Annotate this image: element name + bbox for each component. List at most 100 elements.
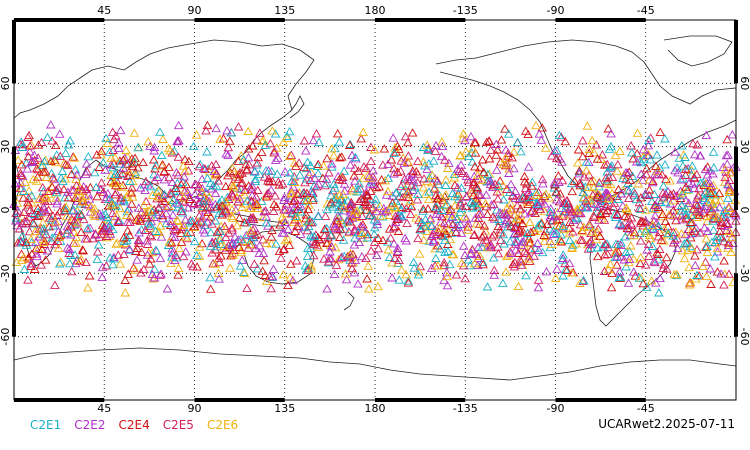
observation-marker [135, 183, 146, 192]
observation-marker [49, 218, 59, 227]
observation-marker [50, 140, 61, 150]
observation-marker [516, 146, 526, 156]
observation-marker [510, 257, 520, 267]
observation-marker [643, 239, 654, 248]
observation-marker [612, 209, 622, 219]
observation-marker [261, 218, 272, 227]
observation-marker [355, 221, 366, 230]
observation-marker [73, 186, 83, 195]
observation-marker [293, 189, 303, 199]
legend-item: C2E1 [30, 418, 62, 432]
observation-marker [50, 280, 60, 289]
observation-marker [113, 216, 123, 225]
observation-marker [605, 259, 616, 269]
observation-marker [432, 176, 443, 185]
observation-marker [299, 136, 310, 145]
observation-marker [135, 216, 146, 225]
observation-marker [205, 241, 216, 250]
observation-marker [221, 206, 231, 216]
observation-marker [594, 177, 605, 186]
observation-marker [234, 213, 245, 222]
observation-marker [720, 172, 730, 182]
observation-marker [345, 140, 355, 149]
observation-marker [71, 258, 81, 268]
observation-marker [475, 190, 486, 199]
observation-marker [166, 258, 176, 268]
observation-marker [677, 206, 687, 215]
observation-marker [326, 190, 336, 200]
observation-marker [36, 260, 46, 269]
observation-marker [551, 153, 562, 163]
observation-marker [632, 128, 643, 137]
observation-marker [482, 209, 493, 219]
observation-marker [61, 205, 71, 214]
observation-marker [686, 165, 697, 174]
observation-marker [253, 229, 263, 238]
observation-marker [627, 220, 637, 229]
observation-marker [617, 221, 628, 230]
observation-marker [70, 250, 80, 259]
observation-marker [430, 243, 440, 253]
observation-marker [669, 269, 680, 279]
observation-marker [503, 129, 514, 138]
observation-marker [553, 171, 564, 180]
observation-marker [242, 196, 253, 205]
observation-marker [575, 180, 585, 190]
observation-marker [302, 188, 312, 197]
observation-marker [424, 187, 434, 196]
observation-marker [17, 255, 27, 265]
observation-marker [452, 182, 463, 192]
observation-marker [142, 213, 152, 222]
observation-marker [488, 253, 499, 262]
observation-marker [307, 232, 317, 241]
observation-marker [509, 163, 519, 173]
observation-marker [505, 198, 516, 208]
observation-marker [40, 255, 51, 264]
observation-marker [17, 139, 27, 149]
observation-marker [65, 135, 75, 145]
observation-marker [95, 211, 106, 221]
lat-tick-left: -30 [0, 264, 12, 282]
observation-marker [621, 247, 631, 256]
observation-marker [239, 268, 250, 277]
observation-marker [42, 246, 53, 255]
observation-marker [305, 175, 316, 184]
observation-marker [493, 194, 503, 203]
observation-marker [455, 200, 466, 209]
observation-marker [684, 178, 694, 188]
observation-marker [415, 261, 426, 271]
observation-marker [329, 179, 339, 188]
observation-marker [564, 235, 575, 244]
observation-marker [529, 251, 539, 260]
legend-item: C2E5 [162, 418, 194, 432]
observation-marker [244, 203, 255, 212]
observation-marker [219, 221, 230, 230]
observation-marker [425, 213, 436, 223]
observation-marker [318, 161, 329, 170]
observation-marker [227, 225, 237, 234]
observation-marker [308, 195, 318, 204]
observation-marker [606, 128, 616, 138]
observation-marker [461, 171, 472, 180]
observation-marker [429, 184, 440, 193]
observation-marker [44, 221, 54, 231]
observation-marker [547, 239, 557, 249]
observation-marker [270, 129, 281, 138]
lon-tick-top: -45 [637, 4, 655, 17]
observation-marker [632, 157, 642, 166]
observation-marker [93, 240, 104, 249]
observation-marker [180, 154, 190, 164]
observation-marker [320, 211, 331, 220]
observation-marker [470, 148, 481, 157]
observation-marker [520, 183, 531, 193]
observation-marker [153, 227, 164, 237]
observation-marker [235, 167, 245, 177]
observation-marker [28, 218, 38, 227]
observation-marker [726, 168, 737, 177]
observation-marker [23, 132, 33, 141]
observation-marker [110, 177, 120, 187]
observation-marker [286, 150, 297, 159]
lat-tick-right: 30 [738, 140, 750, 154]
observation-marker [107, 198, 118, 207]
observation-marker [327, 143, 337, 153]
